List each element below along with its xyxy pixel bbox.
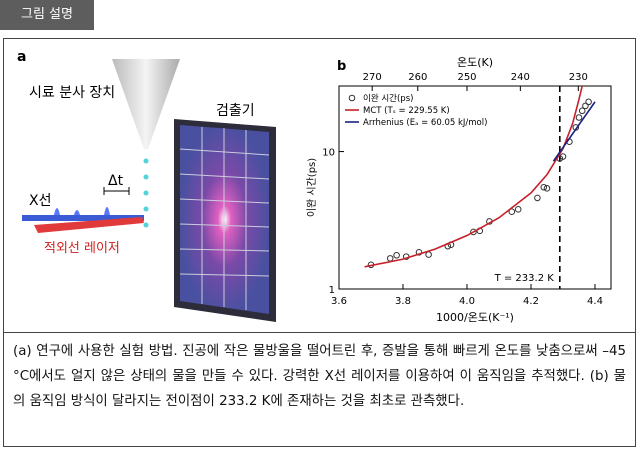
data-point xyxy=(578,107,586,115)
data-point xyxy=(508,208,516,216)
data-point xyxy=(559,153,567,160)
injector-label: 시료 분사 장치 xyxy=(29,85,115,101)
x-tick-label: 3.8 xyxy=(395,296,411,307)
injector xyxy=(112,59,180,149)
data-point xyxy=(514,206,522,213)
data-point xyxy=(425,251,432,258)
x2-tick-label: 230 xyxy=(569,72,588,83)
data-point xyxy=(393,251,400,259)
xray-pulses xyxy=(54,207,110,215)
data-point xyxy=(575,114,583,121)
x-tick-label: 4.2 xyxy=(523,296,539,307)
delay-label: Δt xyxy=(108,173,124,189)
panel-label: a xyxy=(17,49,26,65)
y-tick-label: 10 xyxy=(322,148,335,159)
x-tick-label: 4.0 xyxy=(459,296,475,307)
detector-label: 검출기 xyxy=(216,103,255,119)
panel-label: b xyxy=(337,59,346,74)
delay-bracket xyxy=(103,187,130,195)
data-point xyxy=(540,183,548,191)
data-point xyxy=(543,185,551,192)
figure: a 시료 분사 장치 검출기 X선 Δt 적외선 레이저 b 3.6 3.8 4.0 4… xyxy=(17,49,612,324)
x2-tick-label: 240 xyxy=(511,72,530,83)
detector-grid xyxy=(179,127,270,310)
data-point xyxy=(415,248,423,256)
caption: (a) 연구에 사용한 실험 방법. 진공에 작은 물방울을 떨어트린 후, 증… xyxy=(4,332,635,420)
x2-tick-label: 270 xyxy=(363,72,382,83)
laser-label: 적외선 레이저 xyxy=(44,241,120,256)
annotation: T = 233.2 K xyxy=(494,273,555,284)
x-tick-label: 3.6 xyxy=(331,296,347,307)
x2-tick-label: 250 xyxy=(457,72,476,83)
header: 그림 설명 xyxy=(0,0,94,30)
x2-tick-label: 260 xyxy=(408,72,427,83)
legend-label: 이완 시간(ps) xyxy=(363,93,413,104)
x2-axis-label: 온도(K) xyxy=(457,56,493,69)
curve xyxy=(364,85,583,268)
data-point xyxy=(470,228,477,236)
figure-box: a 시료 분사 장치 검출기 X선 Δt 적외선 레이저 b 3.6 3.8 4.0 4… xyxy=(3,38,636,447)
x-tick-label: 4.4 xyxy=(587,296,603,307)
chart: b 3.6 3.8 4.0 4.2 4.4 270 260 250 240 230 1 10 온도(K) 1… xyxy=(306,56,612,324)
laser-beam xyxy=(34,217,144,233)
droplets xyxy=(143,158,149,228)
curve xyxy=(552,101,596,162)
legend-label: MCT (Tₛ = 229.55 K) xyxy=(363,106,450,116)
data-point xyxy=(386,255,394,262)
y-tick-label: 1 xyxy=(329,285,335,296)
legend-label: Arrhenius (Eₐ = 60.05 kJ/mol) xyxy=(363,118,487,128)
legend-swatch xyxy=(348,94,356,102)
xray-label: X선 xyxy=(29,193,51,209)
data-point xyxy=(534,194,541,202)
y-axis-label: 이완 시간(ps) xyxy=(306,158,318,217)
data-point xyxy=(585,98,592,106)
plot-frame xyxy=(338,85,612,290)
data-point xyxy=(582,102,589,110)
x-axis-label: 1000/온도(K⁻¹) xyxy=(436,311,514,324)
